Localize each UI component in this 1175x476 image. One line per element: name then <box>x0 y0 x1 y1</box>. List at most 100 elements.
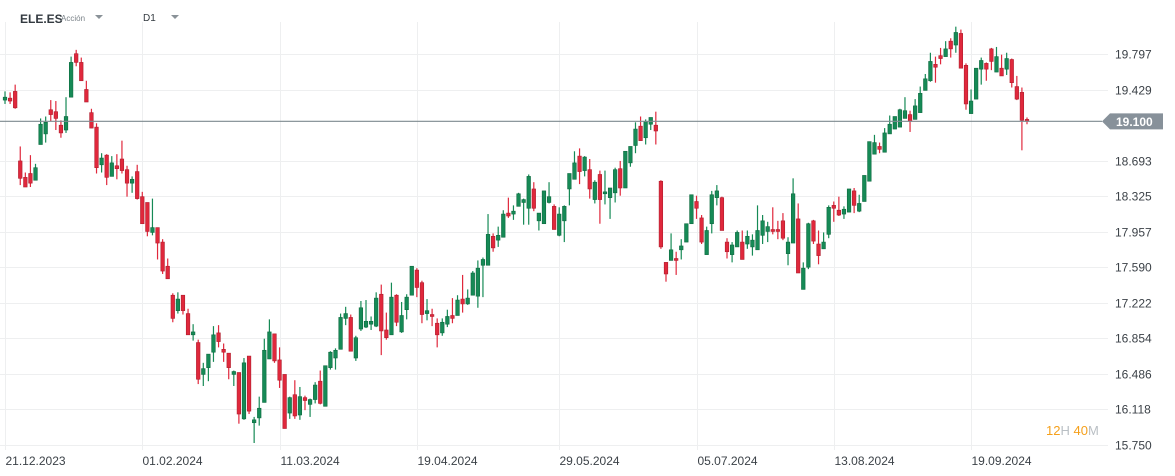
candle[interactable] <box>913 99 918 120</box>
candle[interactable] <box>191 324 196 341</box>
candle[interactable] <box>755 205 760 251</box>
candle[interactable] <box>750 234 755 256</box>
candle[interactable] <box>974 67 979 100</box>
candle[interactable] <box>791 178 796 244</box>
candle[interactable] <box>653 111 658 145</box>
candle[interactable] <box>1004 52 1009 75</box>
candle[interactable] <box>1019 87 1025 151</box>
candle[interactable] <box>643 119 648 145</box>
candle[interactable] <box>272 333 277 363</box>
candle[interactable] <box>28 155 33 188</box>
candle[interactable] <box>887 115 892 135</box>
candle[interactable] <box>684 223 689 243</box>
candle[interactable] <box>124 165 130 197</box>
candle[interactable] <box>658 180 664 249</box>
candle[interactable] <box>150 198 155 236</box>
candle[interactable] <box>394 294 399 327</box>
candle[interactable] <box>231 370 236 387</box>
candle[interactable] <box>862 175 867 202</box>
candle[interactable] <box>389 282 394 336</box>
candle[interactable] <box>836 196 841 216</box>
candle[interactable] <box>938 47 943 65</box>
candle[interactable] <box>323 365 328 407</box>
candle[interactable] <box>419 280 425 324</box>
candle[interactable] <box>846 188 852 213</box>
candle[interactable] <box>511 205 516 220</box>
candle[interactable] <box>2 91 8 104</box>
candle[interactable] <box>572 151 577 180</box>
candle[interactable] <box>785 237 791 266</box>
candle[interactable] <box>460 274 465 313</box>
candle[interactable] <box>811 219 816 245</box>
candle[interactable] <box>531 182 536 212</box>
candle[interactable] <box>145 202 150 237</box>
candle[interactable] <box>33 163 38 181</box>
candle[interactable] <box>821 232 826 250</box>
candle[interactable] <box>18 146 23 186</box>
candle[interactable] <box>79 57 84 82</box>
candle[interactable] <box>277 347 282 388</box>
candle[interactable] <box>491 233 496 252</box>
candle[interactable] <box>923 73 928 91</box>
candle[interactable] <box>882 128 887 153</box>
candle[interactable] <box>404 294 409 320</box>
candle[interactable] <box>470 271 475 296</box>
candle[interactable] <box>729 242 735 263</box>
candle[interactable] <box>201 362 206 387</box>
candle[interactable] <box>109 156 114 177</box>
candle[interactable] <box>430 308 435 327</box>
candle[interactable] <box>613 167 618 203</box>
candle[interactable] <box>450 298 455 324</box>
candle[interactable] <box>287 396 292 419</box>
candle[interactable] <box>226 352 231 380</box>
candle[interactable] <box>679 239 684 260</box>
candle[interactable] <box>953 26 958 53</box>
candle[interactable] <box>872 134 877 155</box>
candle[interactable] <box>867 141 872 182</box>
candle[interactable] <box>114 154 119 180</box>
candle[interactable] <box>933 56 938 83</box>
candle[interactable] <box>475 260 480 308</box>
candle[interactable] <box>328 351 333 370</box>
candle[interactable] <box>175 292 180 314</box>
candle[interactable] <box>984 62 989 81</box>
candle[interactable] <box>852 187 857 214</box>
candle[interactable] <box>892 116 897 130</box>
candle[interactable] <box>760 215 765 245</box>
candle[interactable] <box>979 57 984 85</box>
timeframe-selector[interactable]: D1 <box>143 13 156 24</box>
candle[interactable] <box>567 173 572 206</box>
candle[interactable] <box>582 156 587 177</box>
candle[interactable] <box>958 29 964 69</box>
candle[interactable] <box>318 370 323 405</box>
candle[interactable] <box>994 46 999 73</box>
candle[interactable] <box>48 100 53 122</box>
candle[interactable] <box>841 206 847 219</box>
candle[interactable] <box>262 338 267 403</box>
candle[interactable] <box>1009 58 1014 88</box>
candle[interactable] <box>292 380 297 419</box>
candle[interactable] <box>989 47 994 71</box>
candle[interactable] <box>7 92 13 104</box>
candle[interactable] <box>155 227 160 260</box>
candle[interactable] <box>68 56 74 98</box>
candle[interactable] <box>1014 75 1019 101</box>
candle[interactable] <box>770 207 775 235</box>
candle[interactable] <box>902 97 908 119</box>
candle[interactable] <box>307 398 313 417</box>
candle[interactable] <box>709 190 714 234</box>
candle[interactable] <box>358 301 364 331</box>
candle[interactable] <box>557 207 562 237</box>
candle[interactable] <box>257 396 262 426</box>
candle[interactable] <box>252 416 257 444</box>
candle[interactable] <box>485 214 491 266</box>
candle[interactable] <box>735 230 740 248</box>
candle[interactable] <box>480 257 486 298</box>
candle[interactable] <box>724 238 730 259</box>
candle[interactable] <box>638 116 643 141</box>
candle[interactable] <box>338 313 343 350</box>
candle[interactable] <box>536 212 541 231</box>
candle[interactable] <box>445 309 450 328</box>
candle[interactable] <box>353 335 358 361</box>
